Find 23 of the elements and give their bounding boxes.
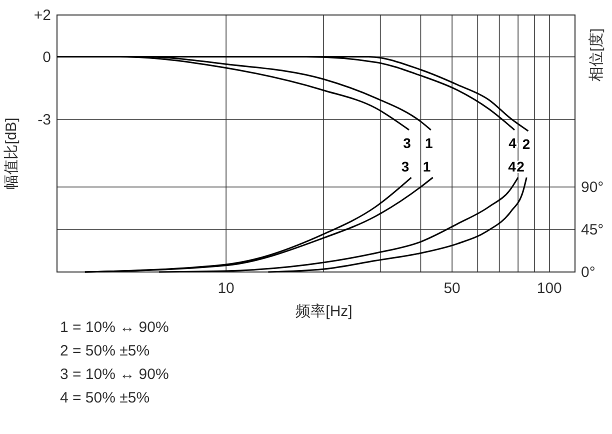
series-label: 1 (422, 158, 431, 175)
series-label: 3 (401, 158, 410, 175)
y-tick-label: -3 (38, 111, 51, 128)
x-axis-title: 频率[Hz] (296, 303, 352, 320)
y-tick-label: +2 (34, 7, 51, 24)
text: 3 = 10% ↔ 90% (60, 366, 169, 383)
series-label: 4 (508, 158, 516, 175)
y2-tick-label: 0° (581, 264, 596, 281)
y2-axis-title: 相位[度] (588, 28, 605, 82)
text: 1 = 10% ↔ 90% (60, 319, 169, 336)
x-tick-label: 100 (536, 280, 562, 297)
series-label: 3 (403, 134, 412, 151)
y2-tick-label: 90° (581, 178, 604, 196)
y-axis-title: 幅值比[dB] (3, 118, 20, 190)
series-label: 1 (424, 134, 433, 151)
text: 4 = 50% ±5% (60, 390, 150, 406)
x-tick-label: 50 (444, 280, 460, 297)
y-tick-label: 0 (42, 48, 51, 66)
text: 2 = 50% ±5% (60, 342, 150, 360)
x-tick-label: 10 (218, 280, 234, 297)
series-label: 4 (508, 134, 517, 151)
y2-tick-label: 45° (581, 221, 604, 238)
series-label: 2 (522, 136, 530, 152)
